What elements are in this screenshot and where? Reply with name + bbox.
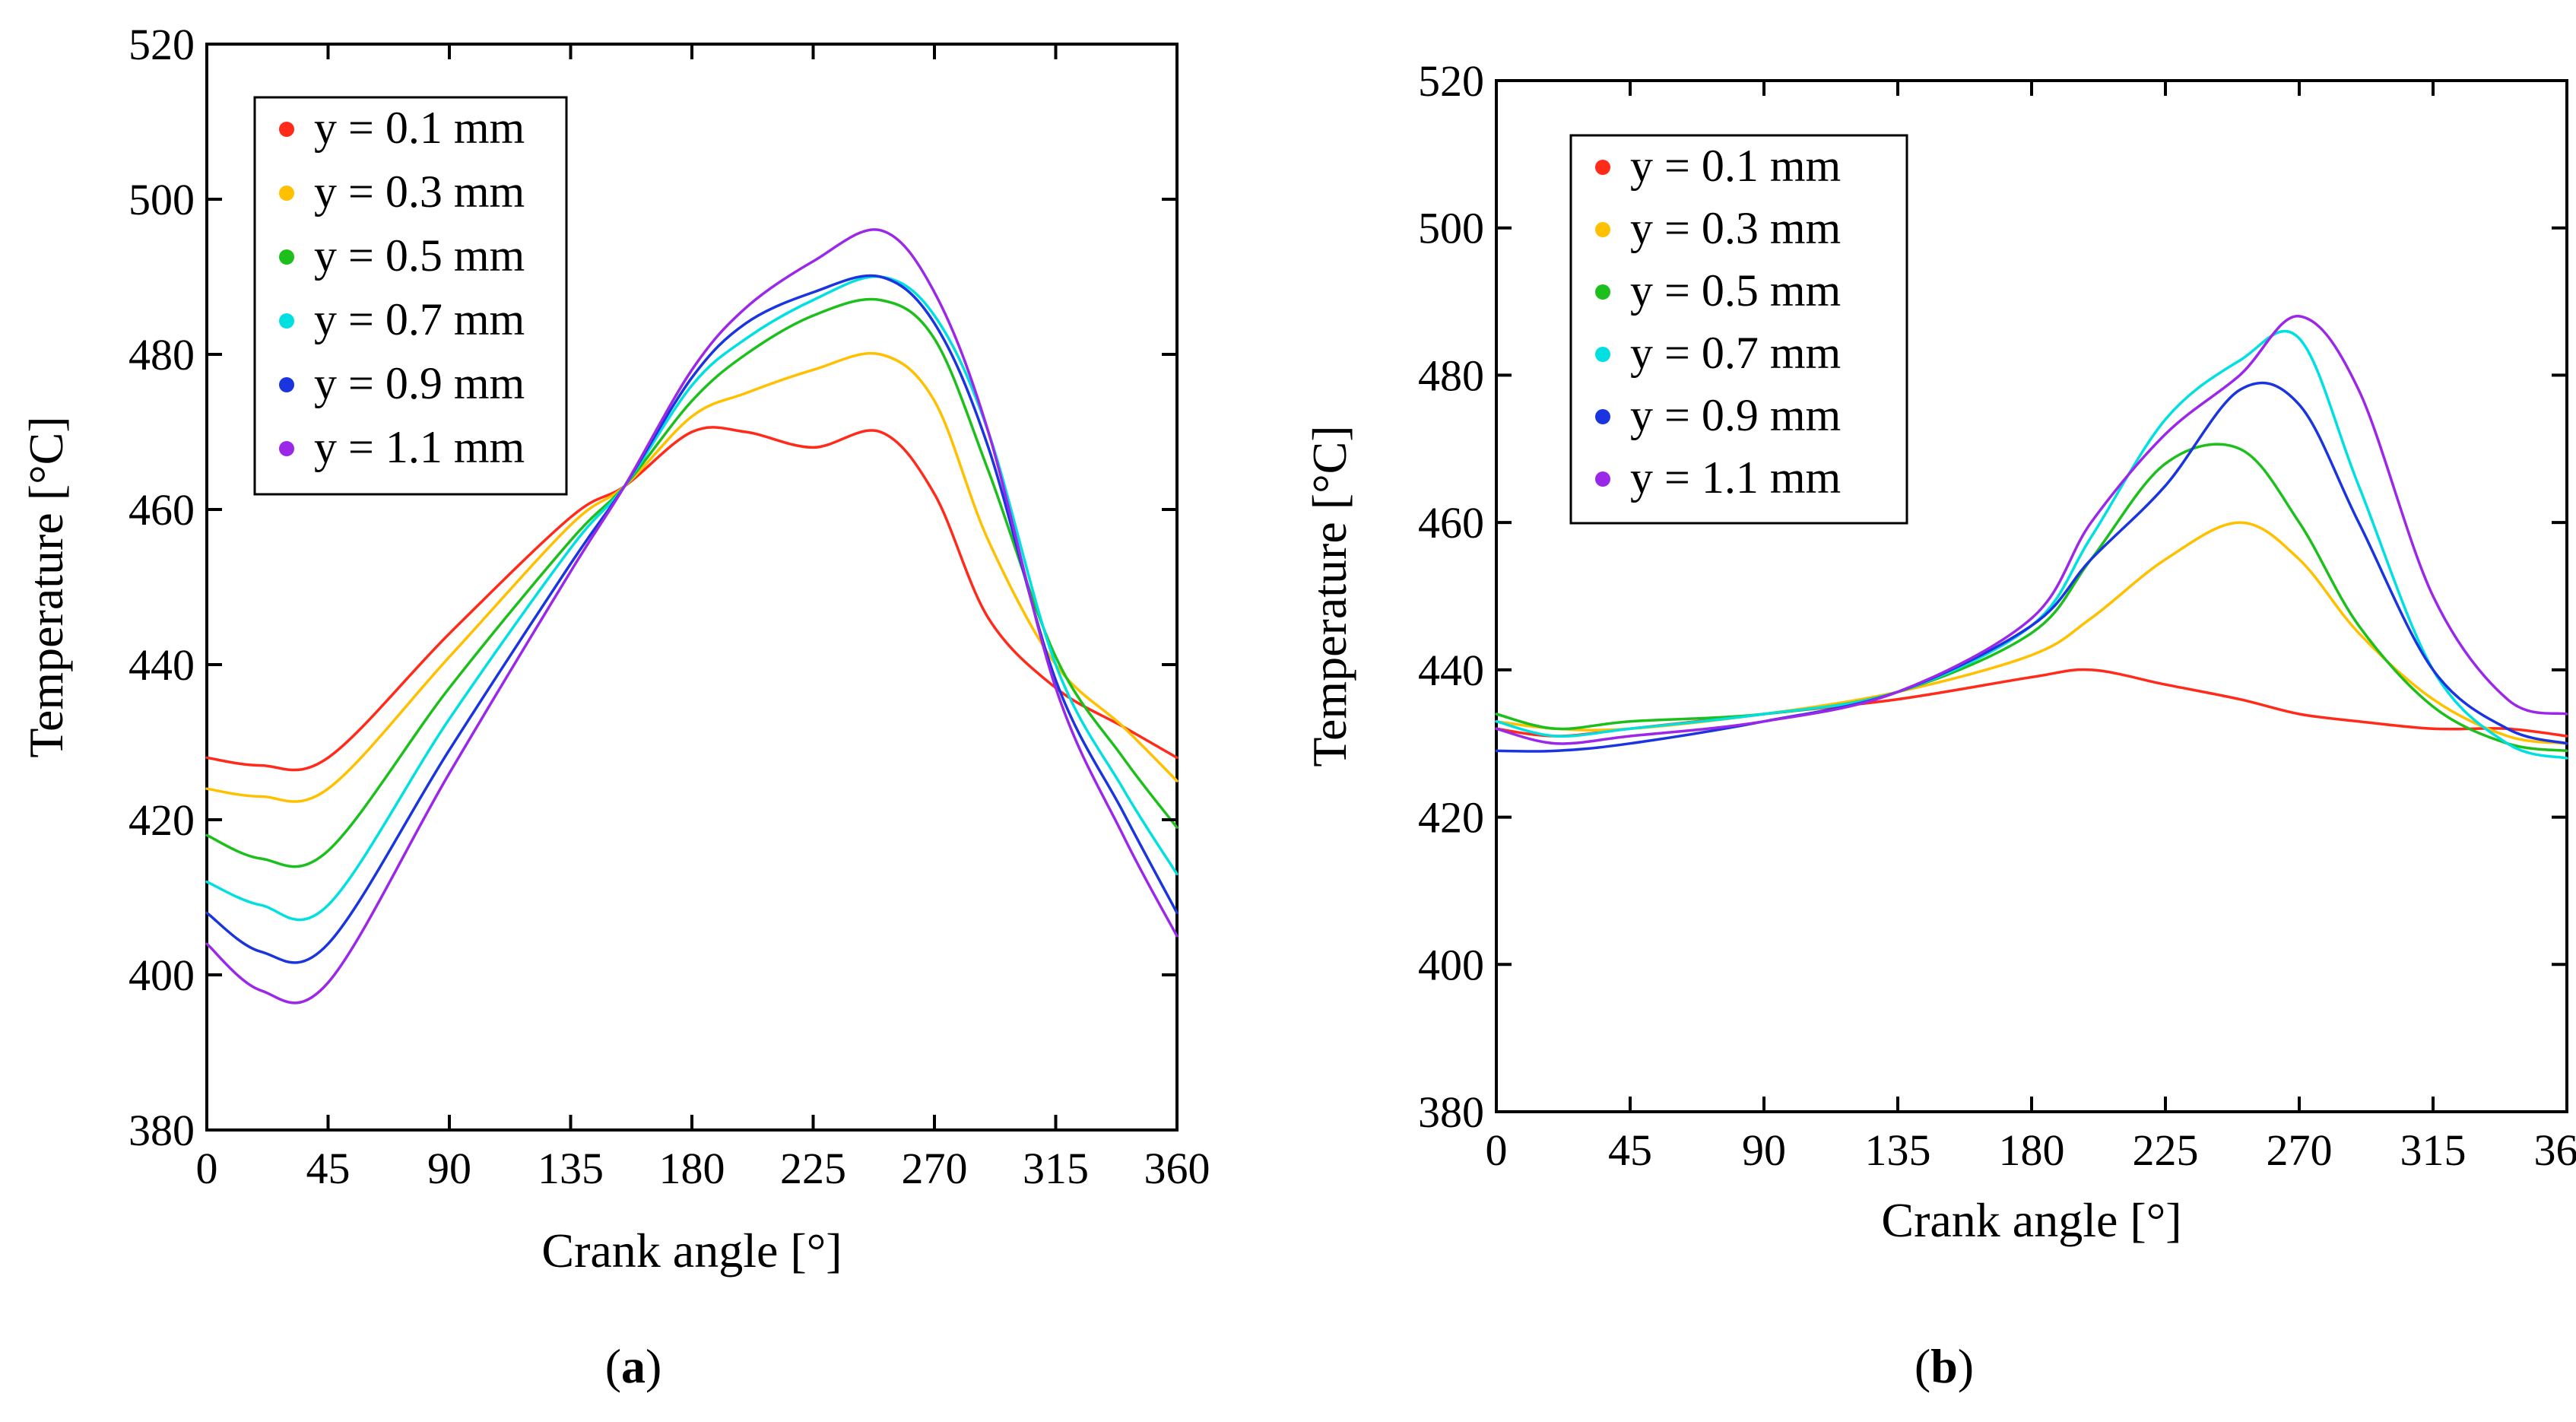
x-tick-label-b-0: 0 [1486,1125,1508,1175]
y-tick-label-a-4: 460 [128,485,195,535]
series-line-a-4 [205,274,1179,964]
legend-entry-b-5: y = 1.1 mm [1630,452,1841,503]
legend-entry-a-5: y = 1.1 mm [314,422,525,472]
y-tick-label-a-5: 480 [128,330,195,379]
legend-entry-a-3: y = 0.7 mm [314,294,525,344]
panel-label-a: (a) [605,1339,662,1393]
series-line-a-0 [205,426,1179,772]
legend-marker-a-5 [279,441,294,456]
y-tick-label-b-2: 420 [1418,793,1484,843]
legend-marker-b-2 [1595,284,1610,300]
x-tick-label-a-2: 90 [427,1144,471,1193]
panel-label-b: (b) [1915,1339,1974,1393]
legend-marker-a-1 [279,186,294,201]
x-tick-label-a-0: 0 [196,1144,218,1193]
axis-ticks-a: 0 45 90 135 180 225 270 315 360 380 400 420 440 460 48… [128,20,1210,1193]
series-line-b-2 [1495,443,2568,753]
y-tick-label-b-4: 460 [1418,498,1484,548]
y-tick-label-a-7: 520 [128,20,195,69]
legend-b: y = 0.1 mm y = 0.3 mm y = 0.5 mm y = 0.7 mm… [1569,134,1908,525]
legend-entry-b-1: y = 0.3 mm [1630,203,1841,253]
x-tick-label-a-1: 45 [306,1144,351,1193]
series-line-a-5 [205,228,1179,1005]
x-tick-label-b-5: 225 [2133,1125,2199,1175]
y-tick-label-b-0: 380 [1418,1087,1484,1137]
panel-label-a-letter: a [621,1339,646,1393]
y-axis-label-b: Temperature [°C] [1302,425,1356,767]
x-tick-label-a-3: 135 [538,1144,604,1193]
legend-entry-a-4: y = 0.9 mm [314,358,525,408]
legend-marker-a-4 [279,377,294,392]
x-tick-label-b-4: 180 [1999,1125,2065,1175]
y-tick-label-a-1: 400 [128,951,195,1000]
x-tick-label-a-7: 315 [1023,1144,1089,1193]
series-line-b-4 [1495,381,2568,753]
legend-box-b [1569,134,1908,525]
x-tick-label-b-1: 45 [1608,1125,1652,1175]
series-line-a-3 [205,275,1179,922]
legend-entry-b-4: y = 0.9 mm [1630,390,1841,440]
x-axis-label-b: Crank angle [°] [1881,1193,2181,1247]
y-tick-label-a-2: 420 [128,795,195,845]
x-tick-label-a-5: 225 [780,1144,846,1193]
legend-marker-b-0 [1595,160,1610,175]
legend-entry-a-0: y = 0.1 mm [314,103,525,153]
y-tick-label-b-3: 440 [1418,646,1484,695]
legend-marker-a-2 [279,249,294,265]
x-tick-label-b-2: 90 [1742,1125,1786,1175]
legend-entry-a-1: y = 0.3 mm [314,167,525,217]
chart-panel-a: 0 45 90 135 180 225 270 315 360 380 400 420 440 460 48… [19,20,1210,1393]
series-lines-a [205,228,1179,1005]
x-tick-label-b-3: 135 [1865,1125,1931,1175]
panel-label-b-letter: b [1930,1339,1958,1393]
legend-a: y = 0.1 mm y = 0.3 mm y = 0.5 mm y = 0.7 mm… [253,96,568,496]
legend-marker-a-0 [279,122,294,137]
y-axis-label-a: Temperature [°C] [19,416,73,757]
legend-marker-b-3 [1595,347,1610,362]
y-tick-label-b-1: 400 [1418,940,1484,989]
series-line-b-5 [1495,315,2568,745]
legend-entry-b-2: y = 0.5 mm [1630,265,1841,316]
series-line-a-1 [205,351,1179,803]
legend-marker-a-3 [279,313,294,329]
legend-entry-b-3: y = 0.7 mm [1630,328,1841,378]
x-tick-label-a-4: 180 [659,1144,725,1193]
series-lines-b [1495,315,2568,760]
legend-marker-b-5 [1595,471,1610,487]
legend-entry-a-2: y = 0.5 mm [314,230,525,281]
chart-panel-b: 0 45 90 135 180 225 270 315 360 380 400 420 440 460 48… [1302,56,2576,1393]
x-tick-label-a-6: 270 [902,1144,968,1193]
axis-ticks-b: 0 45 90 135 180 225 270 315 360 380 400 420 440 460 48… [1418,56,2576,1175]
legend-entry-b-0: y = 0.1 mm [1630,141,1841,191]
x-tick-label-b-6: 270 [2267,1125,2333,1175]
y-tick-label-a-6: 500 [128,175,195,224]
y-tick-label-b-5: 480 [1418,351,1484,400]
x-tick-label-a-8: 360 [1144,1144,1210,1193]
legend-box-a [253,96,568,496]
y-tick-label-b-6: 500 [1418,204,1484,253]
y-tick-label-b-7: 520 [1418,56,1484,106]
legend-marker-b-4 [1595,409,1610,424]
x-tick-label-b-7: 315 [2400,1125,2467,1175]
legend-marker-b-1 [1595,222,1610,237]
y-tick-label-a-3: 440 [128,640,195,690]
x-tick-label-b-8: 360 [2534,1125,2576,1175]
x-axis-label-a: Crank angle [°] [541,1224,842,1278]
y-tick-label-a-0: 380 [128,1106,195,1155]
